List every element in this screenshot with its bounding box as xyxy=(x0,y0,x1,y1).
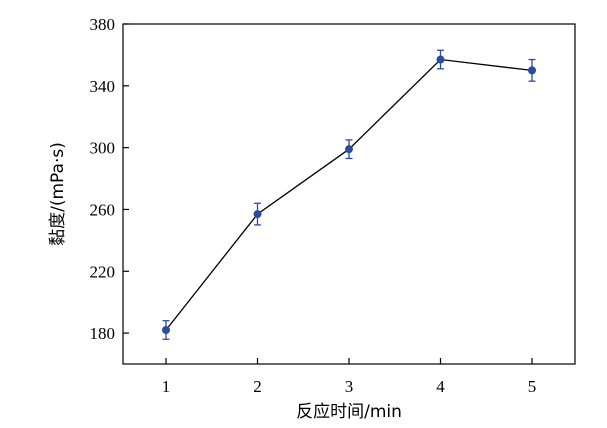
x-tick-label: 3 xyxy=(345,377,354,396)
y-tick-label: 340 xyxy=(90,77,116,96)
y-tick-label: 300 xyxy=(90,139,116,158)
y-tick-label: 380 xyxy=(90,15,116,34)
x-axis-title: 反应时间/min xyxy=(296,402,402,422)
x-tick-label: 2 xyxy=(253,377,262,396)
data-point xyxy=(162,326,171,334)
x-tick-label: 1 xyxy=(162,377,171,396)
series-group xyxy=(162,49,536,340)
y-tick-label: 220 xyxy=(90,262,116,281)
x-tick-label: 4 xyxy=(436,377,445,396)
data-point xyxy=(253,210,262,219)
series-line xyxy=(165,58,533,331)
data-point xyxy=(345,145,353,154)
data-point xyxy=(436,55,445,64)
x-axis: 1 2 3 4 5 xyxy=(162,358,536,396)
y-tick-label: 260 xyxy=(90,200,116,219)
y-axis: 180 220 260 300 340 380 xyxy=(90,15,129,343)
y-axis-title: 黏度/(mPa·s) xyxy=(48,142,68,246)
data-point xyxy=(527,66,536,75)
plot-frame xyxy=(122,23,576,365)
y-tick-label: 180 xyxy=(90,324,116,343)
x-tick-label: 5 xyxy=(528,377,537,396)
